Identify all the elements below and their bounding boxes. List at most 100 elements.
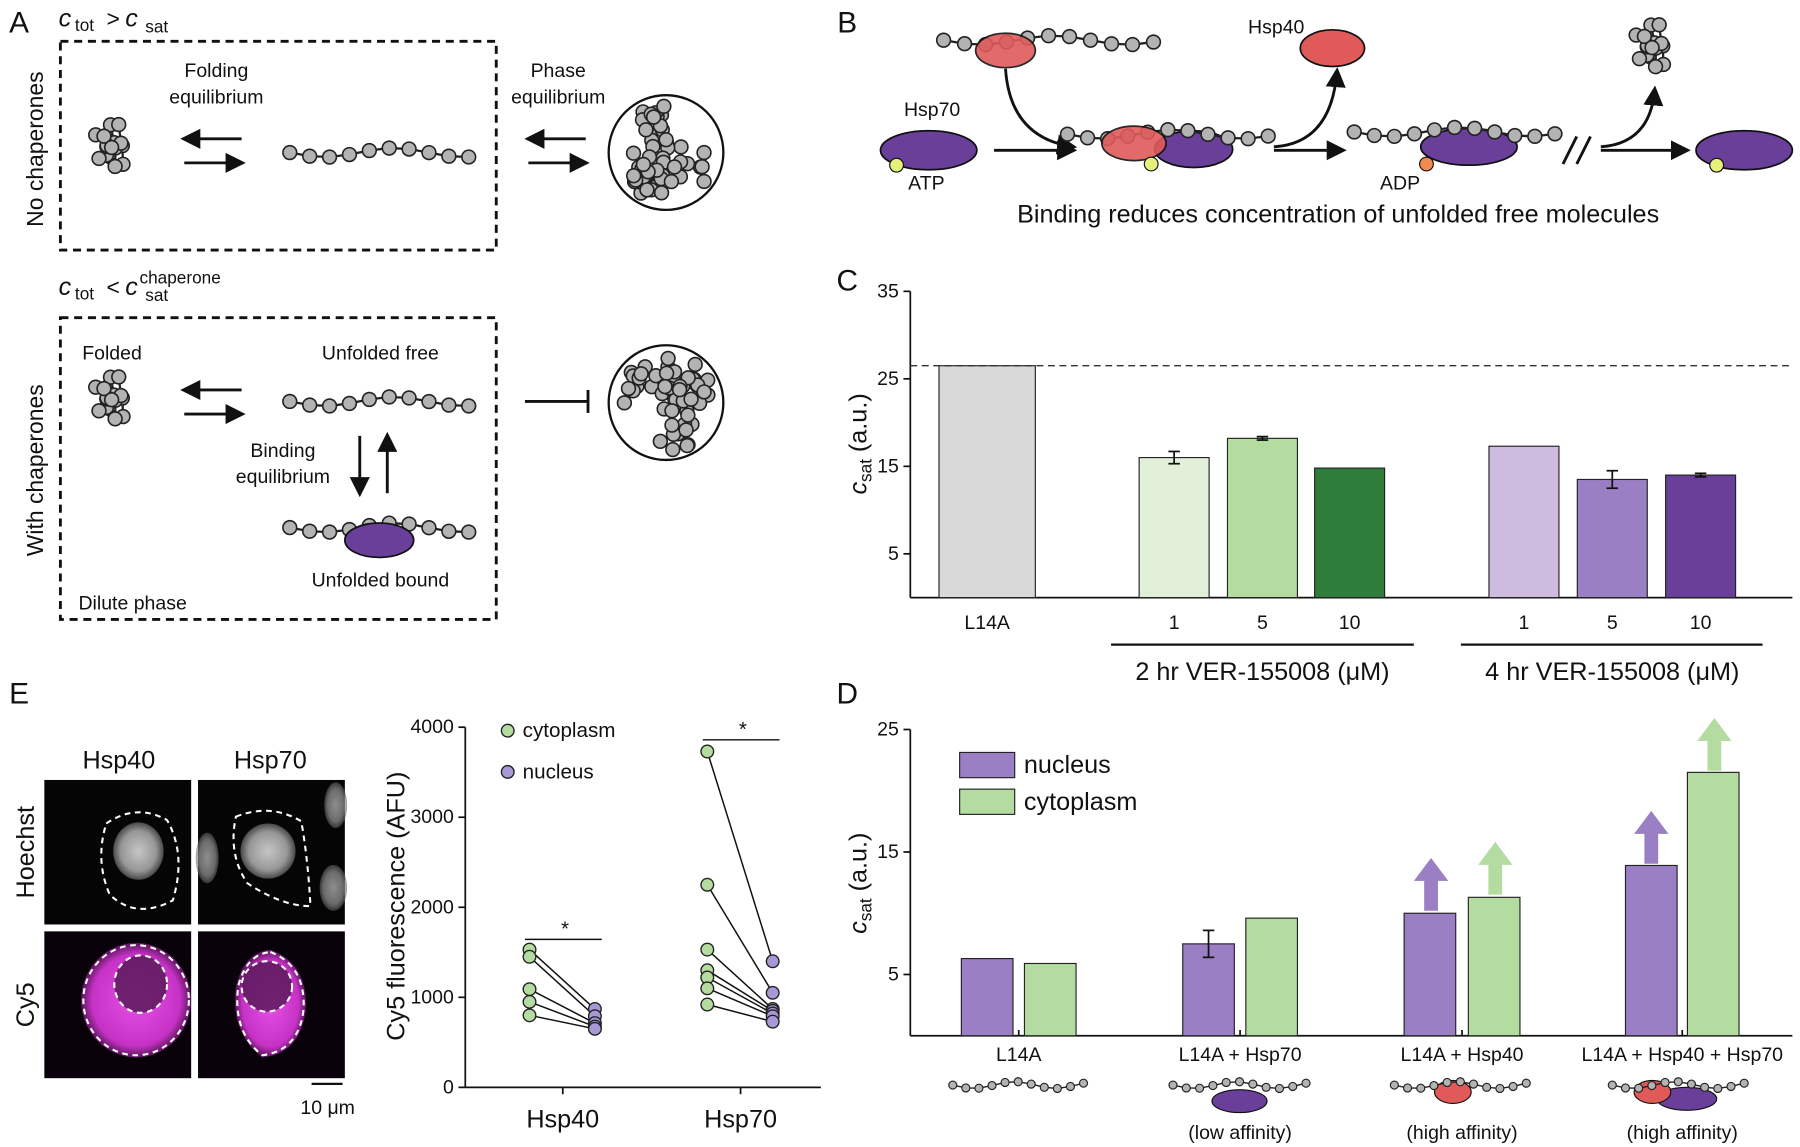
x-tick-label: 1	[1169, 612, 1180, 634]
significance: *	[561, 918, 569, 941]
chain-bead	[1660, 1077, 1670, 1088]
network-bead	[673, 139, 689, 155]
label: Phase	[531, 60, 586, 82]
chain-bead	[1739, 1078, 1749, 1088]
pair-line	[706, 949, 774, 1010]
x-tick-label: L14A + Hsp70	[1179, 1044, 1302, 1066]
chain-bead	[461, 149, 477, 165]
network-bead	[696, 173, 712, 190]
chain-bead	[1039, 1082, 1049, 1092]
chain-bead	[1180, 122, 1196, 139]
y-axis-label: csat (a.u.)	[845, 833, 876, 934]
chain-bead	[1686, 1079, 1697, 1089]
chain-bead	[1061, 28, 1078, 45]
x-tick-label: 10	[1339, 612, 1361, 634]
chain-bead	[1495, 1083, 1505, 1094]
x-tick-label: L14A	[996, 1044, 1042, 1066]
category-note: (high affinity)	[1627, 1122, 1738, 1144]
label: c	[125, 4, 138, 32]
chain-bead	[1221, 1077, 1231, 1088]
point	[765, 954, 780, 969]
arrows	[180, 67, 1691, 498]
y-tick-label: 0	[443, 1076, 454, 1098]
network-bead	[683, 391, 699, 407]
point	[765, 985, 780, 1000]
point	[700, 877, 715, 892]
point	[522, 1008, 537, 1023]
chain-bead	[1346, 124, 1362, 140]
chain-bead	[1240, 130, 1256, 147]
chain-backbone	[289, 395, 469, 408]
chain-bead	[282, 393, 298, 410]
network-bead	[663, 173, 680, 190]
point	[587, 1021, 602, 1036]
vertical-label: No chaperones	[22, 71, 48, 226]
chain-bead	[935, 32, 952, 48]
chain-bead	[1482, 1082, 1492, 1092]
y-axis-label: csat (a.u.)	[845, 393, 876, 494]
point	[765, 1014, 780, 1029]
chain-bead	[1446, 119, 1463, 136]
point	[700, 942, 715, 957]
chain-bead	[361, 391, 378, 408]
label: D	[836, 677, 858, 710]
chain-bead	[1288, 1081, 1298, 1092]
y-tick-label: 5	[888, 543, 899, 565]
chain-bead	[1402, 1083, 1413, 1093]
significance: *	[739, 718, 747, 741]
chain-bead	[461, 398, 477, 414]
network-bead	[657, 378, 673, 395]
network-bead	[625, 145, 642, 161]
chain-bead	[401, 390, 417, 406]
bar	[1576, 478, 1648, 599]
label: Binding reduces concentration of unfolde…	[1017, 200, 1659, 228]
vertical-label: With chaperones	[22, 384, 48, 556]
point	[522, 949, 537, 964]
network-bead	[635, 156, 652, 173]
point	[700, 997, 715, 1012]
pair-line	[706, 884, 774, 994]
chain-bead	[1124, 36, 1141, 53]
y-tick-label: 5	[888, 963, 899, 985]
network-bead	[660, 350, 676, 367]
group-label: 2 hr VER-155008 (μM)	[1135, 658, 1389, 686]
y-tick-label: 1000	[410, 986, 454, 1008]
chain-bead	[1442, 1077, 1452, 1088]
network-bead	[653, 185, 670, 201]
chain-bead	[974, 1083, 984, 1093]
chain-bead	[1507, 127, 1523, 144]
chain-bead	[1052, 1083, 1062, 1094]
chain-bead	[1429, 1080, 1439, 1091]
chain-bead	[301, 148, 318, 164]
network-bead	[616, 395, 633, 411]
label: ATP	[908, 173, 944, 195]
chain-bead	[1455, 1077, 1465, 1087]
glob-bead	[103, 392, 120, 408]
x-tick-label: Hsp40	[526, 1105, 599, 1133]
bar	[1245, 917, 1299, 1037]
chain-bead	[987, 1080, 997, 1091]
chain-bead	[1195, 1083, 1205, 1093]
bar	[1182, 943, 1235, 1037]
label: tot	[75, 284, 94, 304]
network-bead	[658, 365, 675, 381]
chain-bead	[1000, 1077, 1010, 1088]
legend-swatch	[959, 788, 1016, 815]
pair-line	[707, 1003, 773, 1023]
column-label: Hsp40	[82, 746, 155, 774]
label-part: (a.u.)	[845, 393, 873, 452]
glob-bead	[1644, 39, 1660, 56]
chain-bead	[381, 389, 397, 405]
hsp70	[1211, 1089, 1268, 1114]
chain-bead	[401, 141, 417, 157]
label: chaperone	[140, 268, 221, 288]
bar	[1403, 912, 1457, 1037]
chain-bead	[1700, 1082, 1710, 1092]
bar	[1686, 771, 1740, 1037]
category-note: (high affinity)	[1406, 1122, 1517, 1144]
chain-bead	[1160, 122, 1176, 138]
y-tick-label: 4000	[410, 716, 454, 738]
chain-bead	[1261, 1082, 1271, 1092]
chain-bead	[1065, 1081, 1076, 1092]
chain-bead	[1026, 1079, 1036, 1089]
